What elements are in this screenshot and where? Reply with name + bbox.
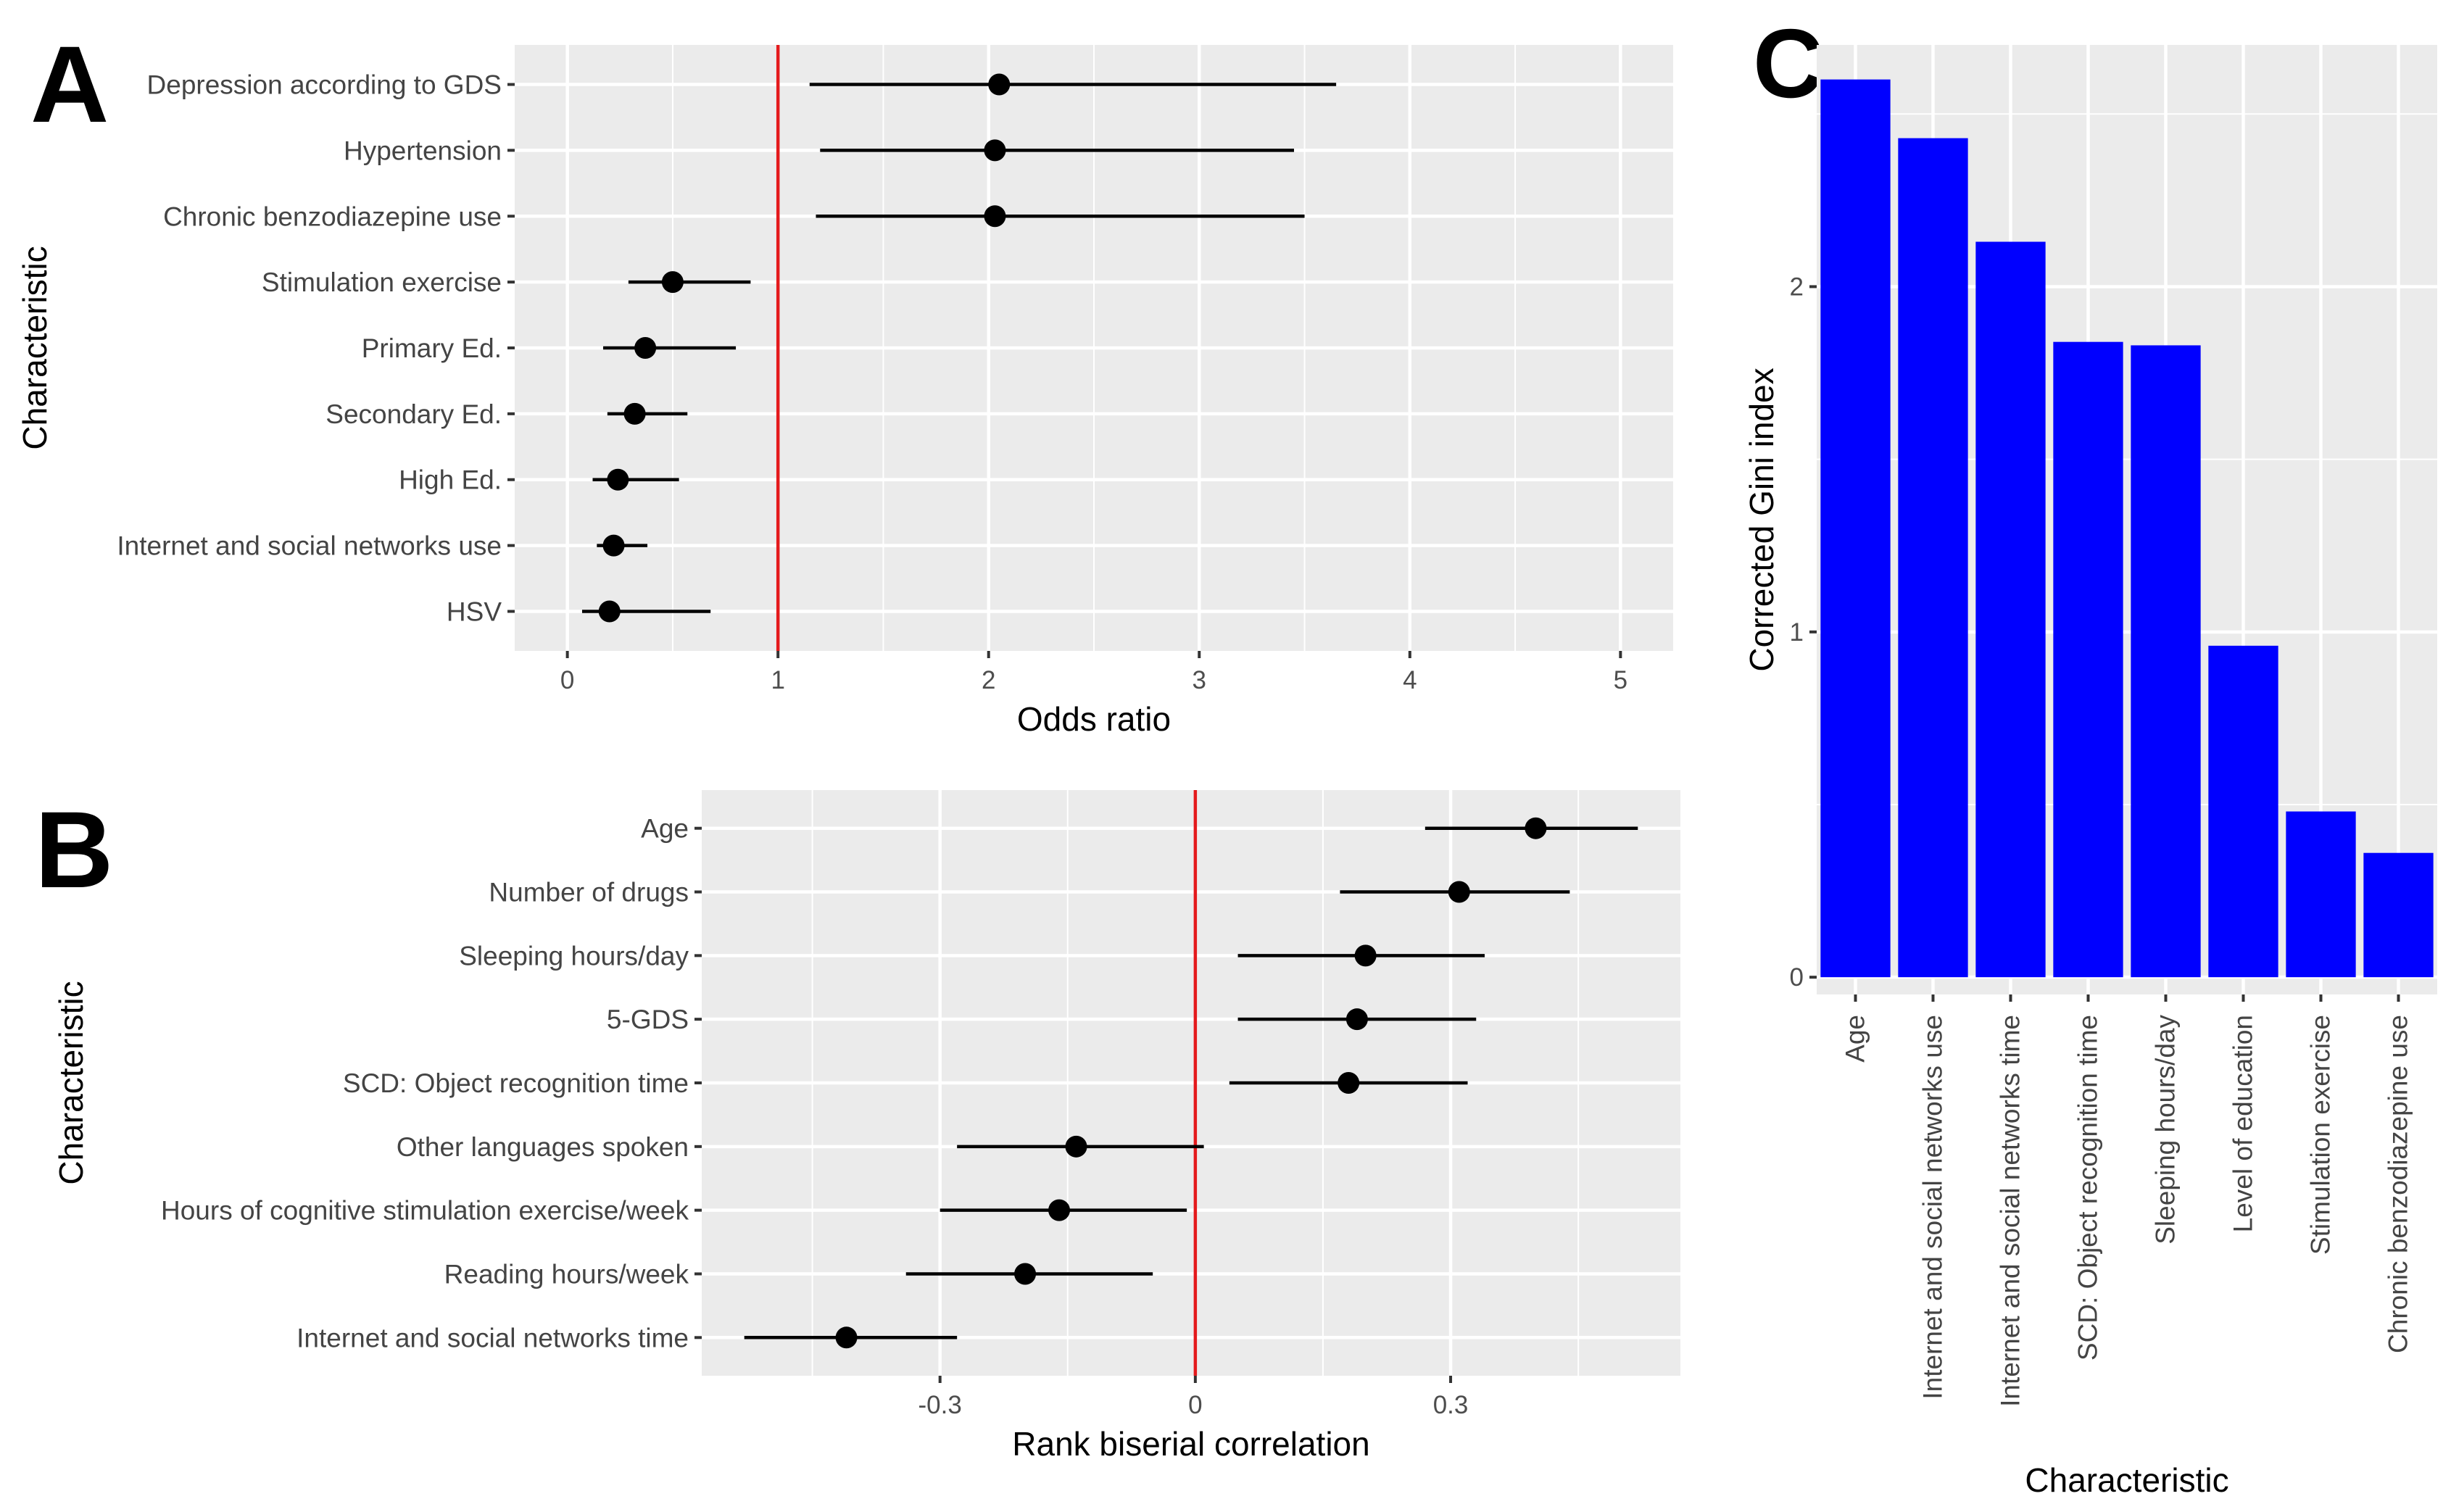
x-tick-label: -0.3: [918, 1391, 962, 1419]
row-label: Hours of cognitive stimulation exercise/…: [161, 1196, 689, 1226]
panel-letter-c: C: [1753, 9, 1824, 118]
y-tick-label: 1: [1790, 618, 1804, 647]
row-label: 5-GDS: [607, 1005, 689, 1034]
row-label: Internet and social networks use: [117, 531, 502, 561]
bar: [1975, 241, 2046, 978]
category-label: Sleeping hours/day: [2151, 1015, 2181, 1245]
x-axis-title: Rank biserial correlation: [1012, 1425, 1369, 1463]
estimate-point: [598, 600, 621, 623]
row-label: Reading hours/week: [444, 1259, 689, 1289]
bar: [2208, 645, 2278, 978]
row-label: Primary Ed.: [362, 333, 502, 363]
row-label: Sleeping hours/day: [459, 941, 689, 971]
bar: [2363, 852, 2434, 978]
row-label: Internet and social networks time: [296, 1323, 689, 1353]
x-axis-title: Characteristic: [2025, 1461, 2228, 1499]
category-label: Internet and social networks time: [1996, 1015, 2025, 1407]
estimate-point: [661, 271, 684, 294]
category-label: Stimulation exercise: [2306, 1015, 2336, 1255]
bar: [1820, 79, 1891, 978]
panel-b-forest-plot: Age Number of drugs Sleeping hours/day 5-GD…: [52, 790, 1680, 1463]
row-label: SCD: Object recognition time: [343, 1068, 689, 1098]
panel-c-bar-chart: 0 1 2 Age Internet and social networks use In…: [1743, 45, 2437, 1499]
x-tick-label: 5: [1614, 666, 1627, 694]
row-label: Stimulation exercise: [262, 267, 502, 297]
row-label: Hypertension: [344, 136, 502, 165]
estimate-point: [984, 139, 1006, 162]
x-tick-label: 0: [560, 666, 574, 694]
estimate-point: [1014, 1263, 1037, 1285]
estimate-point: [602, 534, 625, 557]
row-label: Chronic benzodiazepine use: [163, 202, 502, 231]
bar: [1898, 138, 1968, 978]
y-axis-title: Characteristic: [16, 246, 54, 449]
bar: [2286, 811, 2356, 978]
estimate-point: [1354, 944, 1377, 967]
panel-a-forest-plot: Depression according to GDS Hypertension C…: [16, 45, 1673, 738]
y-axis-title: Characteristic: [52, 981, 90, 1184]
estimate-point: [634, 337, 657, 359]
category-label: Level of education: [2228, 1015, 2258, 1232]
category-label: Chronic benzodiazepine use: [2384, 1015, 2413, 1353]
x-axis-title: Odds ratio: [1017, 700, 1171, 738]
estimate-point: [1448, 881, 1470, 903]
estimate-point: [1345, 1008, 1368, 1031]
row-label: Other languages spoken: [397, 1132, 689, 1162]
category-label: SCD: Object recognition time: [2073, 1015, 2103, 1361]
estimate-point: [835, 1326, 858, 1349]
estimate-point: [623, 402, 646, 425]
estimate-point: [1065, 1135, 1087, 1158]
row-label: Number of drugs: [489, 878, 689, 907]
x-tick-label: 4: [1403, 666, 1417, 694]
estimate-point: [1338, 1072, 1360, 1094]
x-tick-label: 0: [1188, 1391, 1202, 1419]
y-tick-label: 0: [1790, 963, 1804, 992]
row-label: HSV: [447, 597, 502, 626]
estimate-point: [1048, 1199, 1071, 1221]
estimate-point: [988, 73, 1011, 96]
category-label: Internet and social networks use: [1918, 1015, 1948, 1400]
y-tick-label: 2: [1790, 273, 1804, 301]
category-label: Age: [1841, 1015, 1870, 1063]
x-tick-label: 0.3: [1433, 1391, 1469, 1419]
bar: [2053, 341, 2123, 978]
panel-letter-b: B: [35, 789, 113, 910]
row-label: Depression according to GDS: [147, 70, 502, 100]
bar: [2131, 345, 2201, 978]
x-tick-label: 3: [1193, 666, 1206, 694]
row-label: High Ed.: [399, 465, 502, 495]
row-label: Age: [641, 814, 689, 844]
estimate-point: [984, 205, 1006, 228]
estimate-point: [607, 468, 629, 491]
x-tick-label: 2: [982, 666, 995, 694]
row-label: Secondary Ed.: [325, 399, 502, 429]
panel-letter-a: A: [30, 23, 109, 145]
y-axis-title: Corrected Gini index: [1743, 367, 1780, 671]
estimate-point: [1525, 817, 1547, 839]
x-tick-label: 1: [771, 666, 784, 694]
